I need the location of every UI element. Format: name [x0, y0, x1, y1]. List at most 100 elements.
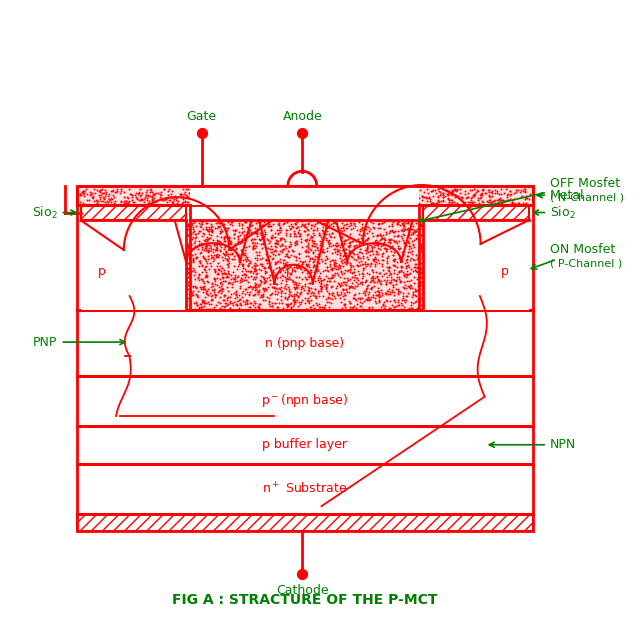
Point	[258, 239, 268, 250]
Point	[176, 192, 186, 202]
Point	[318, 226, 328, 236]
Point	[358, 253, 368, 263]
Point	[500, 195, 510, 205]
Point	[252, 227, 262, 237]
Point	[115, 184, 126, 194]
Point	[293, 198, 303, 209]
Point	[301, 236, 311, 246]
Point	[165, 195, 176, 205]
Point	[262, 262, 273, 273]
Point	[324, 289, 334, 299]
Point	[487, 191, 497, 201]
Point	[290, 218, 300, 228]
Point	[286, 298, 296, 308]
Point	[313, 287, 323, 298]
Point	[197, 294, 207, 305]
Point	[295, 228, 305, 239]
Point	[426, 186, 436, 196]
Point	[325, 264, 335, 275]
Point	[394, 300, 404, 310]
Point	[404, 244, 414, 254]
Point	[240, 186, 250, 196]
Point	[358, 259, 368, 269]
Point	[256, 292, 266, 302]
Point	[198, 282, 209, 292]
Point	[368, 276, 378, 287]
Point	[336, 231, 346, 241]
Point	[289, 228, 299, 238]
Point	[336, 278, 346, 288]
Point	[281, 187, 292, 197]
Point	[245, 302, 256, 312]
Point	[401, 291, 411, 301]
Point	[220, 268, 230, 278]
Point	[396, 262, 406, 272]
Point	[195, 194, 205, 204]
Point	[214, 245, 224, 255]
Point	[183, 246, 193, 257]
Point	[308, 248, 318, 259]
Point	[302, 268, 312, 278]
Point	[371, 235, 381, 245]
Point	[227, 282, 237, 292]
Point	[380, 188, 391, 198]
Point	[217, 268, 227, 278]
Point	[196, 282, 206, 292]
Point	[333, 262, 343, 272]
Point	[253, 286, 263, 296]
Point	[372, 240, 382, 250]
Point	[377, 255, 387, 265]
Point	[252, 227, 262, 237]
Point	[252, 268, 262, 278]
Point	[230, 260, 240, 271]
Point	[378, 230, 388, 240]
Point	[271, 242, 281, 252]
Point	[258, 283, 268, 293]
Point	[378, 243, 389, 253]
Point	[217, 301, 227, 311]
Point	[370, 185, 380, 195]
Point	[188, 243, 198, 253]
Point	[444, 197, 455, 207]
Point	[393, 231, 403, 241]
Point	[435, 188, 445, 198]
Point	[398, 223, 408, 233]
Point	[388, 198, 398, 209]
Point	[183, 229, 193, 239]
Point	[217, 269, 227, 279]
Point	[365, 186, 375, 196]
Point	[392, 217, 403, 227]
Point	[344, 237, 354, 248]
Point	[182, 267, 192, 277]
Point	[294, 262, 304, 273]
Point	[333, 290, 344, 300]
Point	[190, 186, 200, 196]
Point	[242, 252, 252, 262]
Point	[360, 287, 370, 298]
Point	[86, 187, 96, 197]
Point	[371, 191, 381, 202]
Point	[406, 223, 417, 234]
Point	[292, 287, 302, 298]
Point	[409, 262, 419, 272]
Point	[398, 248, 408, 259]
Point	[377, 248, 387, 259]
Point	[281, 243, 291, 253]
Point	[316, 239, 327, 250]
Point	[381, 246, 391, 257]
Point	[354, 217, 365, 227]
Point	[324, 221, 334, 232]
Point	[477, 195, 487, 205]
Point	[250, 190, 260, 200]
Point	[191, 252, 202, 262]
Point	[204, 226, 214, 236]
Point	[382, 262, 392, 273]
Point	[292, 295, 302, 305]
Point	[232, 296, 242, 306]
Point	[151, 195, 161, 205]
Point	[216, 185, 226, 195]
Point	[197, 241, 207, 252]
Point	[321, 294, 331, 305]
Point	[353, 261, 363, 271]
Point	[183, 252, 193, 262]
